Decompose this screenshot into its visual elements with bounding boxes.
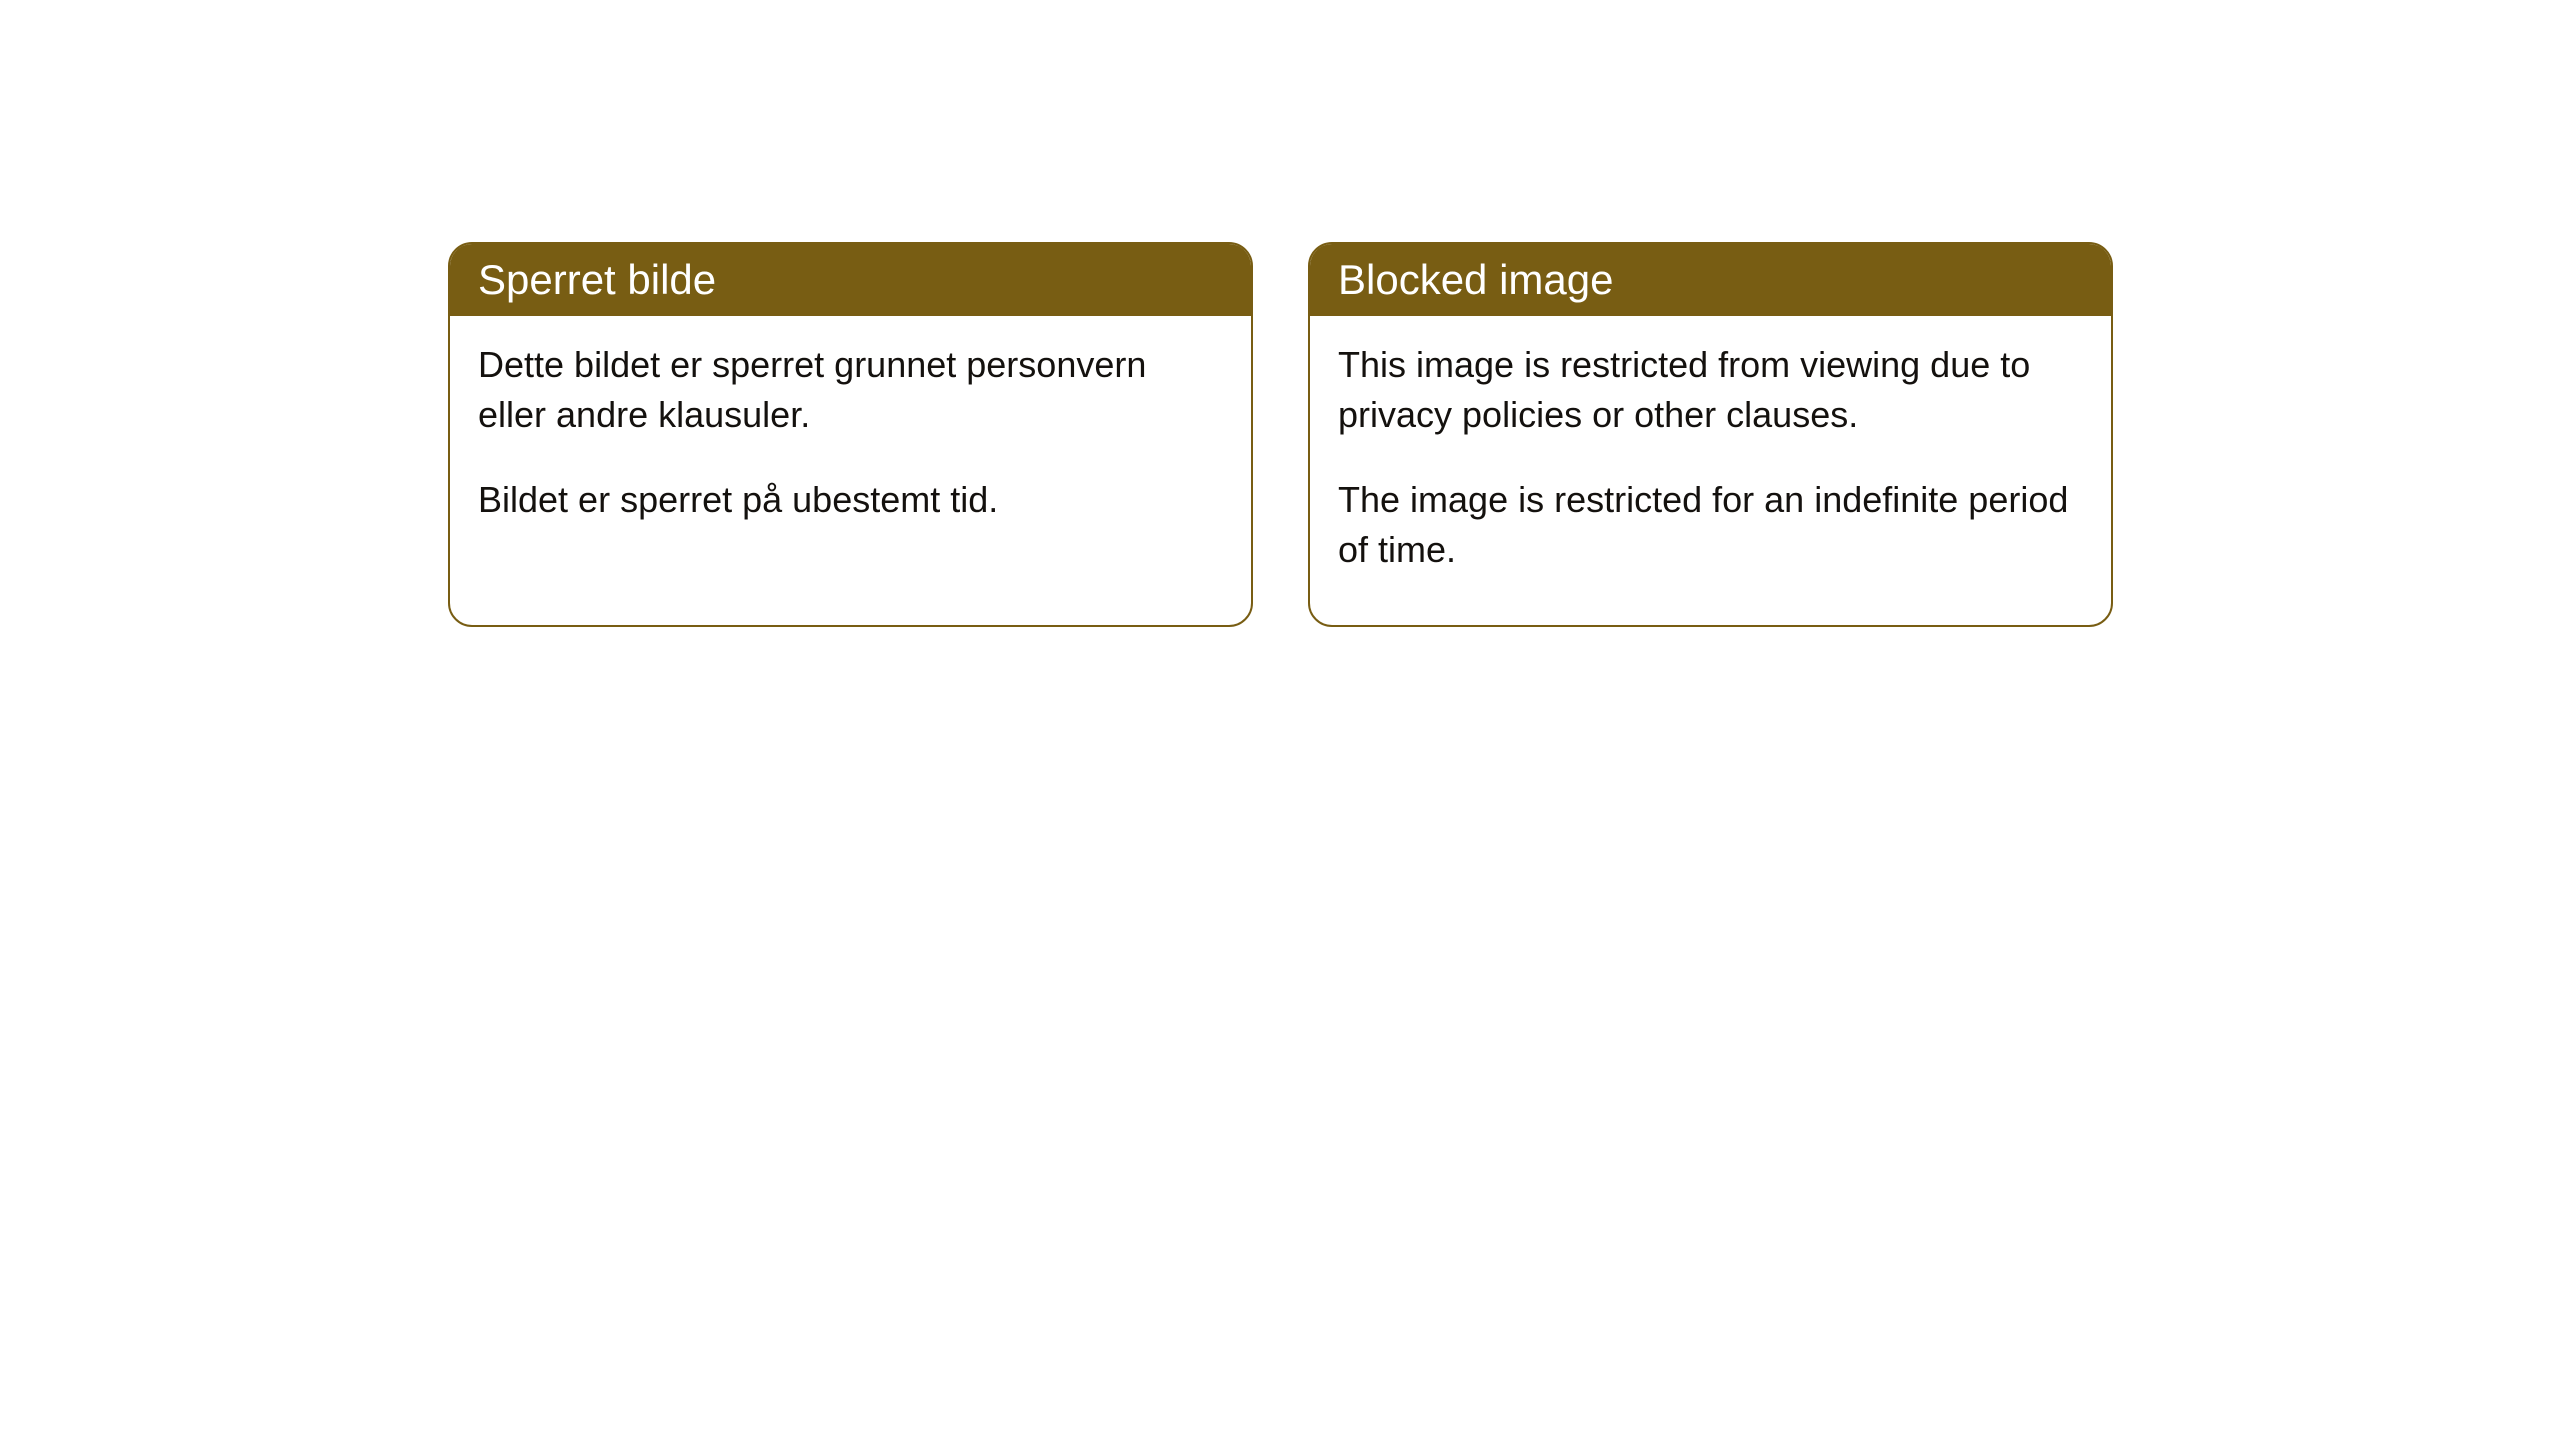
- card-title: Blocked image: [1338, 256, 1613, 303]
- blocked-image-card-norwegian: Sperret bilde Dette bildet er sperret gr…: [448, 242, 1253, 627]
- notice-cards-container: Sperret bilde Dette bildet er sperret gr…: [448, 242, 2113, 627]
- card-body: Dette bildet er sperret grunnet personve…: [450, 316, 1251, 575]
- card-paragraph: Dette bildet er sperret grunnet personve…: [478, 340, 1223, 439]
- card-paragraph: Bildet er sperret på ubestemt tid.: [478, 475, 1223, 525]
- card-header: Sperret bilde: [450, 244, 1251, 316]
- card-title: Sperret bilde: [478, 256, 716, 303]
- blocked-image-card-english: Blocked image This image is restricted f…: [1308, 242, 2113, 627]
- card-paragraph: This image is restricted from viewing du…: [1338, 340, 2083, 439]
- card-paragraph: The image is restricted for an indefinit…: [1338, 475, 2083, 574]
- card-body: This image is restricted from viewing du…: [1310, 316, 2111, 625]
- card-header: Blocked image: [1310, 244, 2111, 316]
